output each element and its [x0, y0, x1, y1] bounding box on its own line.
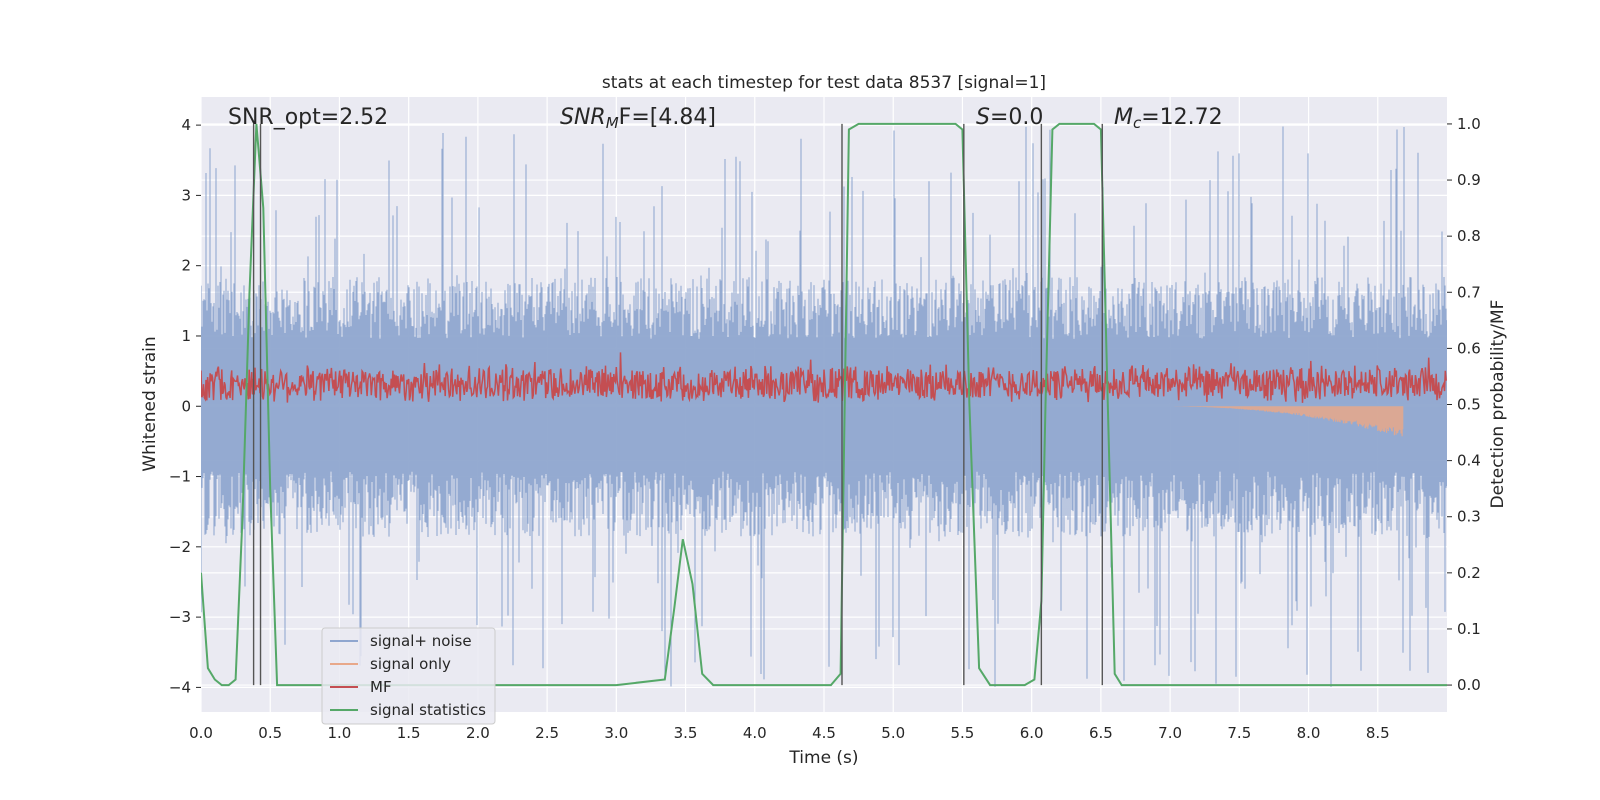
x-axis-label: Time (s): [788, 748, 858, 768]
legend-label-signal-noise: signal+ noise: [370, 632, 472, 650]
x-tick-label-12: 6.0: [1020, 724, 1044, 742]
series-clip-group: [201, 122, 1447, 687]
y2-tick-label-0: 1.0: [1457, 115, 1481, 133]
x-tick-label-1: 0.5: [258, 724, 282, 742]
y2-tick-label-8: 0.2: [1457, 564, 1481, 582]
annotation-s-var: S: [976, 105, 990, 130]
y-tick-label-5: −1: [169, 468, 191, 486]
annotation-snr-mf-prefix: SNR: [560, 105, 606, 130]
vertical-markers: [252, 123, 1103, 686]
y2-tick-label-10: 0.0: [1457, 676, 1481, 694]
x-tick-label-4: 2.0: [466, 724, 490, 742]
legend: signal+ noise signal only MF signal stat…: [321, 627, 496, 725]
y2-tick-label-5: 0.5: [1457, 396, 1481, 414]
series-mf: [201, 352, 1447, 403]
y2-tick-label-3: 0.7: [1457, 283, 1481, 301]
x-tick-label-17: 8.5: [1366, 724, 1390, 742]
legend-label-signal-statistics: signal statistics: [370, 701, 486, 719]
x-tick-label-6: 3.0: [604, 724, 628, 742]
x-tick-label-10: 5.0: [881, 724, 905, 742]
y-tick-label-2: 2: [181, 257, 191, 275]
y2-axis-label: Detection probability/MF: [1488, 300, 1508, 509]
x-tick-label-8: 4.0: [743, 724, 767, 742]
annotation-snr-mf-suffix: F=[4.84]: [619, 105, 716, 130]
y2-tick-label-2: 0.8: [1457, 227, 1481, 245]
x-tick-label-7: 3.5: [674, 724, 698, 742]
x-tick-label-3: 1.5: [397, 724, 421, 742]
annotation-mc-sub: c: [1133, 114, 1142, 132]
annotation-s: S=0.0: [976, 105, 1043, 130]
annotation-snr-opt: SNR_opt=2.52: [228, 105, 388, 130]
annotation-snr-mf: SNRMF=[4.84]: [560, 105, 716, 132]
series-signal-only: [1174, 406, 1404, 437]
y-tick-label-7: −3: [169, 608, 191, 626]
x-tick-label-0: 0.0: [189, 724, 213, 742]
y2-tick-label-9: 0.1: [1457, 620, 1481, 638]
y-tick-label-4: 0: [181, 397, 191, 415]
y-tick-label-6: −2: [169, 538, 191, 556]
x-tick-label-13: 6.5: [1089, 724, 1113, 742]
y2-tick-label-7: 0.3: [1457, 508, 1481, 526]
x-axis-ticks: 0.0 0.5 1.0 1.5 2.0 2.5 3.0 3.5 4.0 4.5 5.0 5.5 6.0 6…: [189, 724, 1390, 742]
x-tick-label-11: 5.5: [951, 724, 975, 742]
annotation-mc-var: M: [1114, 105, 1133, 130]
y2-tick-label-1: 0.9: [1457, 171, 1481, 189]
series-layer: [201, 122, 1447, 687]
y-axis-label: Whitened strain: [140, 336, 160, 471]
legend-label-mf: MF: [370, 678, 392, 696]
x-tick-label-15: 7.5: [1227, 724, 1251, 742]
y-axis-ticks: 4 3 2 1 0 −1 −2 −3 −4: [169, 116, 201, 696]
annotation-mc: Mc=12.72: [1114, 105, 1223, 132]
annotation-s-value: =0.0: [990, 105, 1043, 130]
y-tick-label-1: 3: [181, 186, 191, 204]
y-tick-label-0: 4: [181, 116, 191, 134]
annotation-snr-mf-sub: M: [606, 114, 619, 132]
series-signal-statistics: [201, 122, 1447, 687]
x-tick-label-14: 7.0: [1158, 724, 1182, 742]
annotation-mc-value: =12.72: [1141, 105, 1222, 130]
x-tick-label-9: 4.5: [812, 724, 836, 742]
y-tick-label-3: 1: [181, 327, 191, 345]
y2-axis-ticks: 1.0 0.9 0.8 0.7 0.6 0.5 0.4 0.3 0.2 0.1 0.0: [1447, 115, 1481, 694]
x-tick-label-2: 1.0: [328, 724, 352, 742]
chart-title: stats at each timestep for test data 853…: [602, 73, 1046, 93]
y2-tick-label-6: 0.4: [1457, 452, 1481, 470]
x-tick-label-5: 2.5: [535, 724, 559, 742]
y-tick-label-8: −4: [169, 678, 191, 696]
legend-label-signal-only: signal only: [370, 655, 451, 673]
y2-tick-label-4: 0.6: [1457, 339, 1481, 357]
x-tick-label-16: 8.0: [1297, 724, 1321, 742]
legend-box: [321, 627, 496, 725]
